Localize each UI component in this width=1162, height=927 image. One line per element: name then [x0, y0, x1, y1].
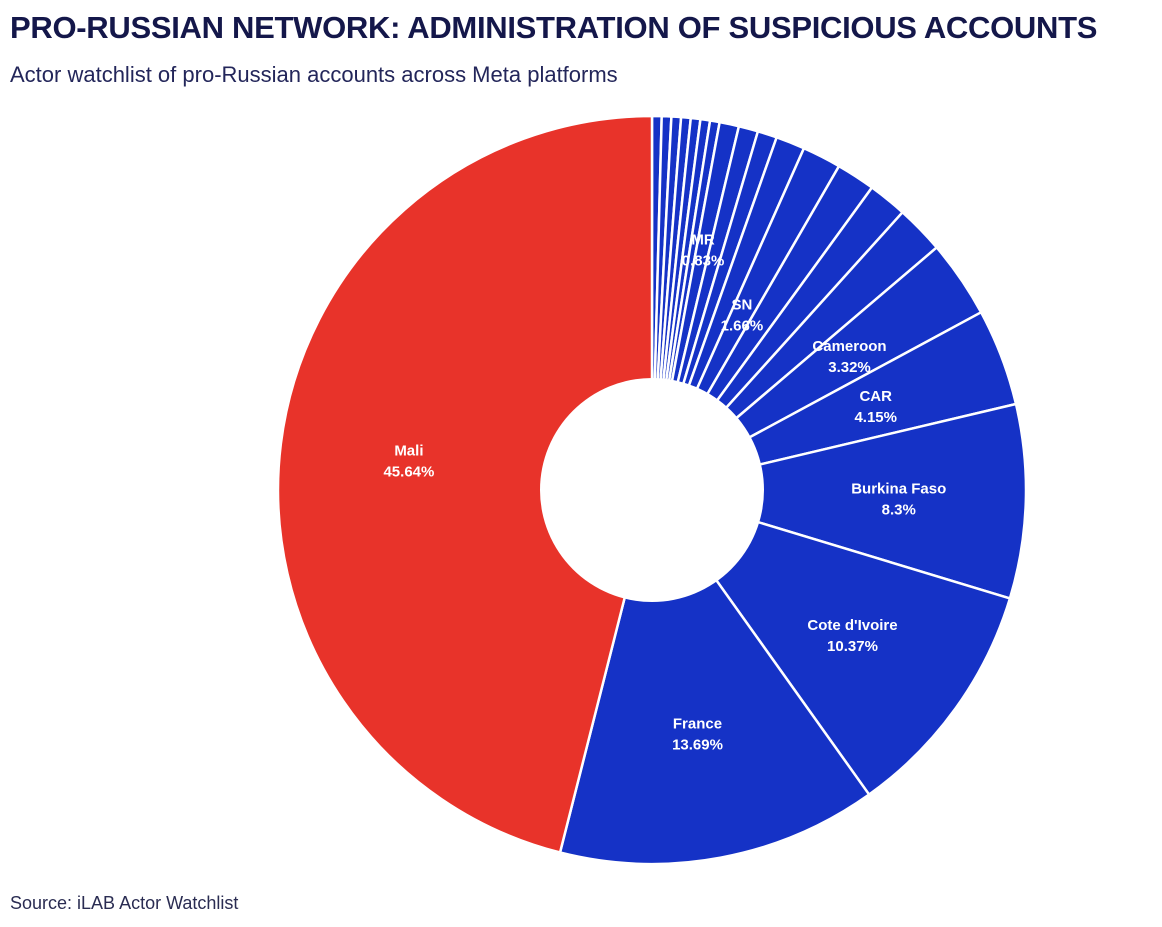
- slice-value-mali: 45.64%: [383, 464, 434, 481]
- slice-labels: MR 0.83% SN 1.66% Cameroon 3.32% CAR 4.15% Burki…: [383, 231, 946, 753]
- slice-label-burkina-faso: Burkina Faso 8.3%: [851, 481, 946, 519]
- slice-value-cote-d-ivoire: 10.37%: [827, 638, 878, 655]
- slice-label-car: CAR 4.15%: [854, 388, 897, 426]
- slice-name-cameroon: Cameroon: [812, 338, 886, 355]
- slice-label-cameroon: Cameroon 3.32%: [812, 338, 886, 376]
- slice-name-france: France: [673, 716, 722, 733]
- slice-name-car: CAR: [859, 388, 892, 405]
- slice-label-sn: SN 1.66%: [721, 296, 764, 334]
- slice-value-mr: 0.83%: [682, 252, 725, 269]
- chart-title: PRO-RUSSIAN NETWORK: ADMINISTRATION OF S…: [10, 10, 1098, 45]
- slice-cote-d-ivoire: [650, 488, 1012, 796]
- slice-name-mali: Mali: [394, 443, 423, 460]
- slice-value-burkina-faso: 8.3%: [882, 502, 916, 519]
- donut-hole: [540, 378, 764, 602]
- slice-name-sn: SN: [732, 296, 753, 313]
- slice-name-cote-d-ivoire: Cote d'Ivoire: [807, 617, 897, 634]
- slice-value-sn: 1.66%: [721, 317, 764, 334]
- source-note: Source: iLAB Actor Watchlist: [10, 893, 239, 913]
- slice-value-car: 4.15%: [854, 409, 897, 426]
- slice-mali: [276, 114, 654, 854]
- slice-label-mr: MR 0.83%: [682, 231, 725, 269]
- slice-label-france: France 13.69%: [672, 716, 723, 754]
- slice-name-burkina-faso: Burkina Faso: [851, 481, 946, 498]
- slice-burkina-faso: [650, 402, 1028, 600]
- slice-label-mali: Mali 45.64%: [383, 443, 434, 481]
- slice-value-france: 13.69%: [672, 737, 723, 754]
- chart-subtitle: Actor watchlist of pro-Russian accounts …: [10, 62, 618, 87]
- slice-label-cote-d-ivoire: Cote d'Ivoire 10.37%: [807, 617, 897, 655]
- slice-name-mr: MR: [691, 231, 714, 248]
- slice-value-cameroon: 3.32%: [828, 359, 871, 376]
